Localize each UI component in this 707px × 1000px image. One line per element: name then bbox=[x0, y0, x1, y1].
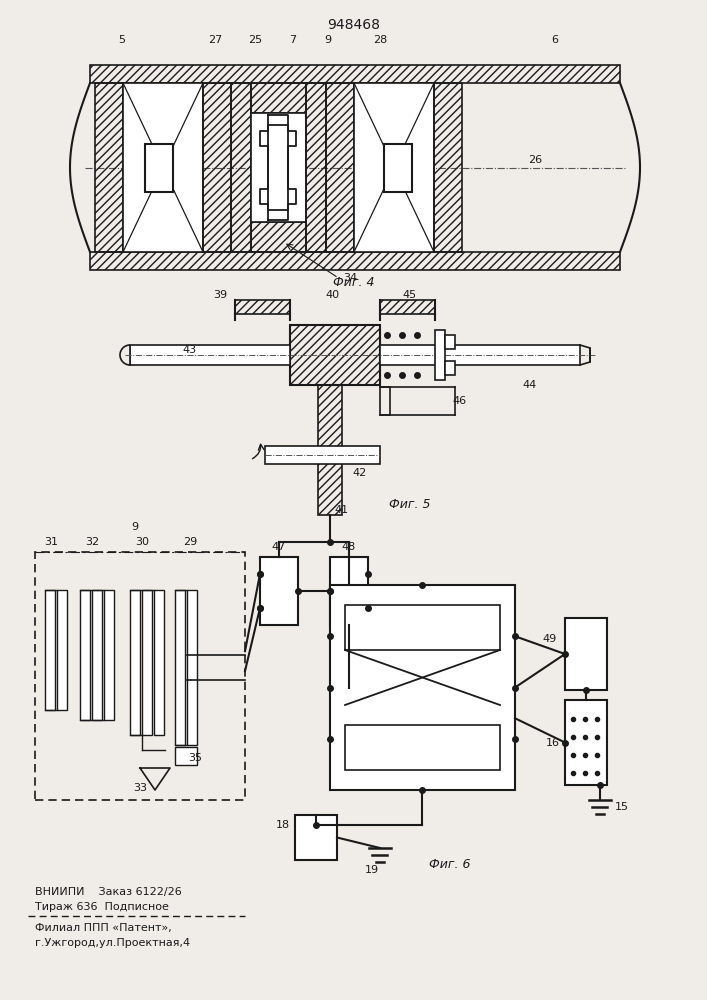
Bar bbox=[203, 83, 231, 252]
Text: 47: 47 bbox=[272, 542, 286, 552]
Text: 31: 31 bbox=[44, 537, 58, 547]
Bar bbox=[330, 557, 368, 625]
Bar bbox=[290, 325, 380, 385]
Bar bbox=[45, 590, 55, 710]
Text: Фиг. 4: Фиг. 4 bbox=[333, 275, 375, 288]
Text: 39: 39 bbox=[213, 290, 227, 300]
Bar bbox=[231, 83, 251, 252]
Text: Фиг. 6: Фиг. 6 bbox=[429, 858, 471, 871]
Bar bbox=[295, 815, 337, 860]
Text: 40: 40 bbox=[326, 290, 340, 300]
Bar bbox=[251, 113, 306, 222]
Bar bbox=[445, 335, 455, 349]
Bar bbox=[318, 385, 342, 515]
Bar bbox=[175, 747, 197, 765]
Bar bbox=[92, 590, 102, 720]
Text: 49: 49 bbox=[543, 634, 557, 644]
Text: 6: 6 bbox=[551, 35, 559, 45]
Bar bbox=[175, 590, 185, 745]
Text: Тираж 636  Подписное: Тираж 636 Подписное bbox=[35, 902, 169, 912]
Text: 35: 35 bbox=[188, 753, 202, 763]
Text: Фиг. 5: Фиг. 5 bbox=[390, 498, 431, 512]
Text: 42: 42 bbox=[353, 468, 367, 478]
Bar bbox=[35, 552, 245, 800]
Bar bbox=[445, 361, 455, 375]
Bar bbox=[380, 300, 435, 314]
Bar bbox=[565, 700, 607, 785]
Bar bbox=[260, 557, 298, 625]
Text: 9: 9 bbox=[132, 522, 139, 532]
Text: г.Ужгород,ул.Проектная,4: г.Ужгород,ул.Проектная,4 bbox=[35, 938, 190, 948]
Text: 28: 28 bbox=[373, 35, 387, 45]
Bar bbox=[380, 387, 390, 415]
Text: 27: 27 bbox=[208, 35, 222, 45]
Bar bbox=[123, 83, 203, 252]
Text: 33: 33 bbox=[133, 783, 147, 793]
Bar bbox=[434, 83, 462, 252]
Text: Филиал ППП «Патент»,: Филиал ППП «Патент», bbox=[35, 923, 172, 933]
Bar bbox=[154, 590, 164, 735]
Bar bbox=[380, 345, 580, 365]
Text: 16: 16 bbox=[546, 738, 560, 748]
Text: 5: 5 bbox=[119, 35, 126, 45]
Text: 26: 26 bbox=[528, 155, 542, 165]
Bar bbox=[345, 725, 500, 770]
Text: 32: 32 bbox=[85, 537, 99, 547]
Text: 34: 34 bbox=[344, 273, 358, 283]
Bar bbox=[104, 590, 114, 720]
Bar bbox=[251, 83, 306, 113]
Bar bbox=[130, 345, 290, 365]
Bar bbox=[306, 83, 326, 252]
Bar bbox=[145, 143, 173, 192]
Text: 44: 44 bbox=[523, 380, 537, 390]
Bar bbox=[90, 252, 620, 270]
Bar bbox=[90, 65, 620, 83]
Bar bbox=[251, 222, 306, 252]
Bar bbox=[435, 330, 445, 380]
Text: 19: 19 bbox=[365, 865, 379, 875]
Text: 43: 43 bbox=[183, 345, 197, 355]
Text: ВНИИПИ    Заказ 6122/26: ВНИИПИ Заказ 6122/26 bbox=[35, 887, 182, 897]
Bar bbox=[330, 585, 515, 790]
Bar bbox=[57, 590, 67, 710]
Bar bbox=[354, 83, 434, 252]
Bar bbox=[265, 446, 380, 464]
Text: 41: 41 bbox=[335, 505, 349, 515]
Text: 948468: 948468 bbox=[327, 18, 380, 32]
Bar bbox=[384, 143, 412, 192]
Text: 18: 18 bbox=[276, 820, 290, 830]
Bar bbox=[326, 83, 354, 252]
Bar bbox=[565, 618, 607, 690]
Bar bbox=[235, 300, 290, 314]
Bar bbox=[142, 590, 152, 735]
Bar bbox=[130, 590, 140, 735]
Text: 48: 48 bbox=[342, 542, 356, 552]
Text: 15: 15 bbox=[615, 802, 629, 812]
Text: 45: 45 bbox=[403, 290, 417, 300]
Text: 46: 46 bbox=[453, 396, 467, 406]
Text: 29: 29 bbox=[183, 537, 197, 547]
Bar bbox=[345, 605, 500, 650]
Text: 9: 9 bbox=[325, 35, 332, 45]
Bar bbox=[187, 590, 197, 745]
Bar bbox=[95, 83, 123, 252]
Bar bbox=[80, 590, 90, 720]
Text: 25: 25 bbox=[248, 35, 262, 45]
Text: 7: 7 bbox=[289, 35, 296, 45]
Text: 30: 30 bbox=[135, 537, 149, 547]
